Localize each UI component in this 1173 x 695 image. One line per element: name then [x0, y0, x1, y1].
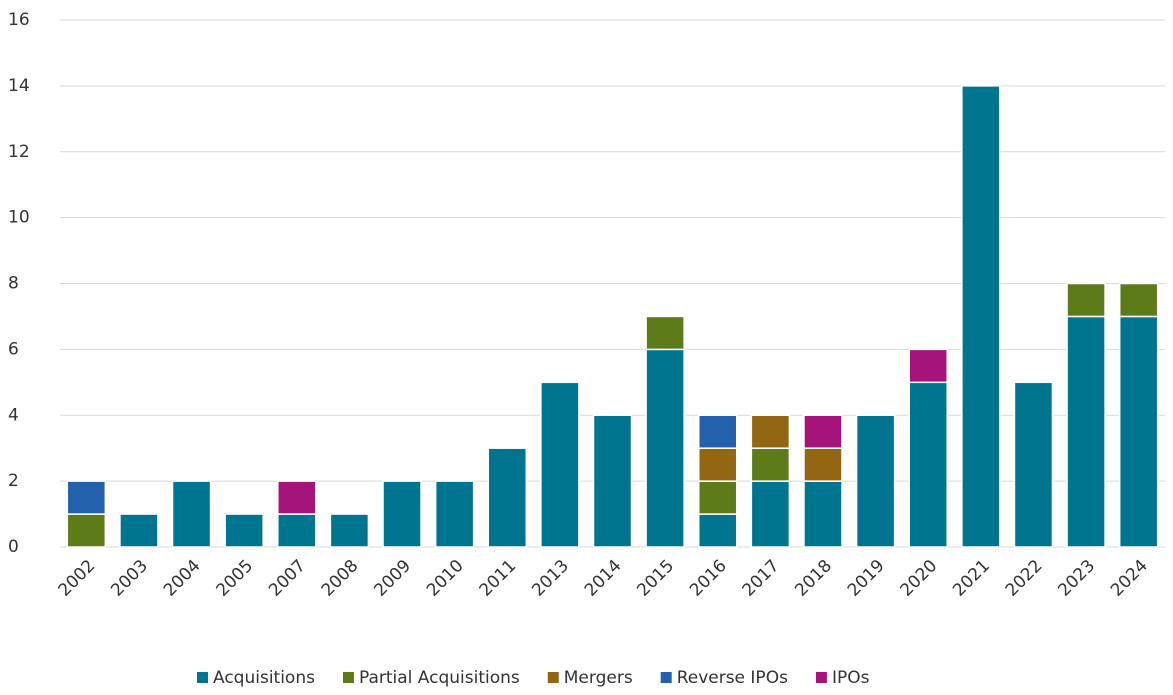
bar-segment [119, 513, 159, 548]
x-tick-label: 2003 [107, 556, 152, 601]
legend-swatch [660, 672, 672, 683]
x-tick-label: 2021 [949, 556, 994, 601]
bar-segment [961, 85, 1001, 548]
x-tick-label: 2011 [476, 556, 521, 601]
bar-segment [750, 447, 791, 482]
bar-segment [277, 480, 317, 515]
legend-swatch [547, 672, 559, 683]
y-tick-label: 12 [8, 142, 30, 162]
bar-segment [171, 480, 212, 548]
x-tick-label: 2004 [160, 556, 205, 601]
legend-label: Reverse IPOs [677, 668, 788, 688]
bar-segment [66, 513, 107, 548]
y-tick-label: 8 [8, 274, 19, 294]
bar-segment [540, 381, 580, 548]
bar-segment [803, 480, 843, 548]
x-tick-label: 2020 [897, 556, 942, 601]
x-tick-label: 2010 [423, 556, 468, 601]
bar-segment [750, 480, 791, 548]
legend-label: Partial Acquisitions [359, 668, 520, 688]
x-tick-label: 2022 [1002, 556, 1047, 601]
legend-label: Mergers [564, 668, 633, 688]
bar-segment [908, 381, 948, 548]
x-tick-label: 2009 [370, 556, 415, 601]
bar-segment [592, 414, 633, 548]
bar-segment [645, 315, 685, 351]
x-tick-label: 2015 [633, 556, 678, 601]
y-tick-label: 0 [8, 537, 19, 557]
x-tick-label: 2016 [686, 556, 731, 601]
bar-segment [382, 480, 422, 548]
bar-segment [1013, 381, 1054, 548]
x-tick-label: 2013 [528, 556, 573, 601]
bar-segment [750, 414, 791, 449]
y-tick-label: 16 [8, 10, 30, 30]
legend-label: Acquisitions [213, 668, 315, 688]
bar-segment [645, 348, 685, 548]
legend-label: IPOs [832, 668, 870, 688]
x-tick-label: 2014 [581, 556, 626, 601]
bar-segment [803, 414, 843, 449]
bar-segment [697, 447, 738, 482]
bar-segment [697, 414, 738, 449]
x-tick-label: 2018 [791, 556, 836, 601]
bar-segment [66, 480, 107, 515]
bar-segment [329, 513, 370, 548]
bar-segment [697, 480, 738, 515]
x-tick-label: 2007 [265, 556, 310, 601]
bar-segment [1066, 315, 1106, 548]
bar-segment [697, 513, 738, 548]
bar-segment [803, 447, 843, 482]
legend-swatch [815, 672, 827, 683]
bar-segment [1066, 282, 1106, 318]
x-tick-label: 2019 [844, 556, 889, 601]
y-tick-label: 4 [8, 405, 19, 425]
legend-swatch [197, 672, 208, 683]
legend: Acquisitions Partial Acquisitions Mergers R… [197, 668, 870, 688]
y-tick-label: 2 [8, 471, 19, 491]
bar-segment [487, 447, 528, 548]
y-tick-label: 6 [8, 339, 19, 359]
bar-segment [1118, 315, 1159, 548]
x-tick-label: 2017 [739, 556, 784, 601]
x-tick-label: 2005 [213, 556, 258, 601]
bar-segment [908, 348, 948, 384]
x-tick-label: 2008 [318, 556, 363, 601]
bar-segment [277, 513, 317, 548]
y-tick-label: 14 [8, 76, 30, 96]
bar-segment [434, 480, 475, 548]
legend-swatch [342, 672, 354, 683]
bar-segment [1118, 282, 1159, 318]
bar-segment [855, 414, 896, 548]
x-tick-label: 2024 [1107, 556, 1152, 601]
y-tick-label: 10 [8, 208, 30, 228]
bar-segment [224, 513, 264, 548]
x-tick-label: 2002 [55, 556, 100, 601]
x-tick-label: 2023 [1054, 556, 1099, 601]
